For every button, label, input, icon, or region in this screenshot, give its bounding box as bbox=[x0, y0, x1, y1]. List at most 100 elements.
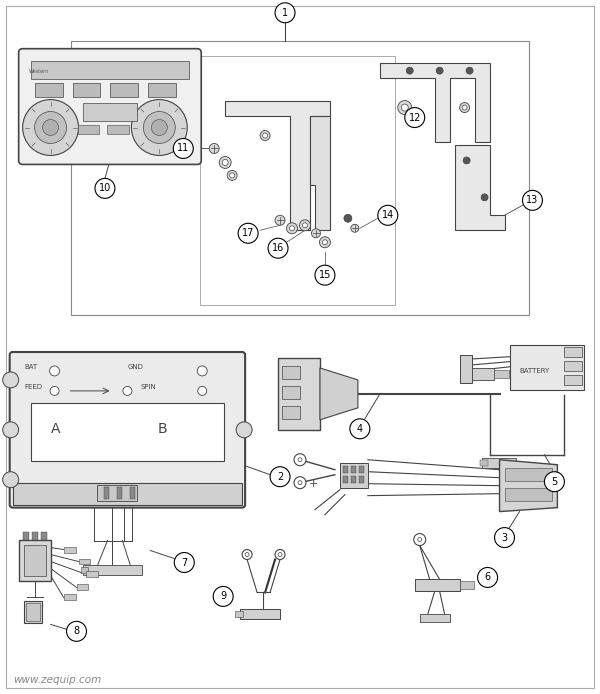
Bar bbox=[73, 83, 100, 96]
Bar bbox=[460, 355, 472, 383]
Circle shape bbox=[322, 239, 328, 245]
Text: 1: 1 bbox=[282, 8, 288, 18]
Circle shape bbox=[481, 194, 488, 201]
Circle shape bbox=[466, 67, 473, 74]
Bar bbox=[31, 60, 189, 78]
Bar bbox=[282, 386, 300, 399]
Bar bbox=[565, 361, 583, 371]
Circle shape bbox=[290, 226, 295, 231]
Circle shape bbox=[270, 467, 290, 486]
Bar bbox=[359, 475, 364, 483]
Circle shape bbox=[268, 238, 288, 258]
Polygon shape bbox=[500, 459, 557, 511]
Text: A: A bbox=[50, 422, 60, 436]
Bar bbox=[235, 611, 243, 618]
Bar bbox=[26, 603, 40, 621]
Circle shape bbox=[344, 214, 352, 222]
Bar bbox=[104, 486, 109, 499]
Bar bbox=[23, 602, 41, 623]
Circle shape bbox=[298, 481, 302, 484]
Bar bbox=[351, 475, 356, 483]
Circle shape bbox=[219, 156, 231, 169]
Bar bbox=[97, 484, 137, 500]
Circle shape bbox=[351, 224, 359, 232]
Polygon shape bbox=[225, 101, 330, 230]
Text: 9: 9 bbox=[220, 591, 226, 602]
Bar bbox=[282, 366, 300, 379]
Bar bbox=[343, 466, 348, 473]
Circle shape bbox=[311, 229, 320, 238]
Bar bbox=[240, 609, 280, 619]
Circle shape bbox=[278, 552, 282, 557]
Text: 4: 4 bbox=[357, 424, 363, 434]
Circle shape bbox=[263, 133, 268, 138]
Circle shape bbox=[462, 105, 467, 110]
Bar bbox=[23, 545, 46, 577]
Circle shape bbox=[302, 223, 307, 228]
Bar bbox=[83, 103, 137, 121]
Text: 2: 2 bbox=[277, 472, 283, 482]
Bar bbox=[505, 468, 553, 481]
Circle shape bbox=[414, 534, 426, 545]
Circle shape bbox=[401, 104, 408, 111]
Circle shape bbox=[238, 223, 258, 243]
Circle shape bbox=[197, 366, 207, 376]
Circle shape bbox=[50, 366, 59, 376]
Text: B: B bbox=[157, 422, 167, 436]
Circle shape bbox=[123, 387, 132, 396]
Text: BAT: BAT bbox=[25, 364, 38, 370]
Bar bbox=[41, 532, 47, 539]
Text: +: + bbox=[309, 479, 319, 489]
Circle shape bbox=[298, 458, 302, 462]
Polygon shape bbox=[320, 368, 358, 420]
Text: 13: 13 bbox=[526, 195, 539, 205]
Circle shape bbox=[275, 550, 285, 559]
Circle shape bbox=[436, 67, 443, 74]
Circle shape bbox=[131, 99, 187, 155]
Text: 16: 16 bbox=[272, 243, 284, 253]
Text: FEED: FEED bbox=[25, 384, 43, 390]
Bar bbox=[79, 559, 91, 564]
Circle shape bbox=[213, 586, 233, 607]
Circle shape bbox=[460, 103, 470, 112]
Bar bbox=[359, 466, 364, 473]
Circle shape bbox=[406, 67, 413, 74]
Bar bbox=[107, 124, 130, 135]
FancyBboxPatch shape bbox=[19, 49, 201, 164]
Text: GND: GND bbox=[127, 364, 143, 370]
Bar bbox=[13, 483, 242, 505]
Circle shape bbox=[67, 621, 86, 641]
Circle shape bbox=[463, 157, 470, 164]
Circle shape bbox=[245, 552, 249, 557]
Circle shape bbox=[198, 387, 207, 396]
Bar bbox=[479, 459, 488, 466]
Bar bbox=[505, 488, 553, 500]
Circle shape bbox=[50, 387, 59, 396]
Bar bbox=[415, 579, 460, 591]
Bar bbox=[31, 403, 224, 461]
Circle shape bbox=[299, 220, 310, 231]
Bar bbox=[494, 370, 509, 378]
Circle shape bbox=[294, 454, 306, 466]
Bar bbox=[80, 568, 88, 573]
Bar bbox=[86, 571, 98, 577]
Text: 3: 3 bbox=[502, 532, 508, 543]
Circle shape bbox=[209, 144, 219, 153]
Bar bbox=[35, 83, 62, 96]
Bar bbox=[472, 368, 494, 380]
Bar bbox=[77, 124, 100, 135]
Circle shape bbox=[260, 130, 270, 140]
Text: 15: 15 bbox=[319, 270, 331, 280]
Text: 5: 5 bbox=[551, 477, 557, 486]
Text: BATTERY: BATTERY bbox=[520, 368, 550, 374]
Bar bbox=[110, 83, 139, 96]
Text: 12: 12 bbox=[409, 112, 421, 123]
Bar bbox=[420, 614, 449, 623]
Bar bbox=[71, 41, 529, 315]
Bar bbox=[118, 486, 122, 499]
Text: 10: 10 bbox=[99, 183, 111, 194]
Circle shape bbox=[2, 472, 19, 488]
Circle shape bbox=[2, 372, 19, 388]
Bar bbox=[19, 539, 50, 582]
Text: Western: Western bbox=[29, 69, 49, 74]
